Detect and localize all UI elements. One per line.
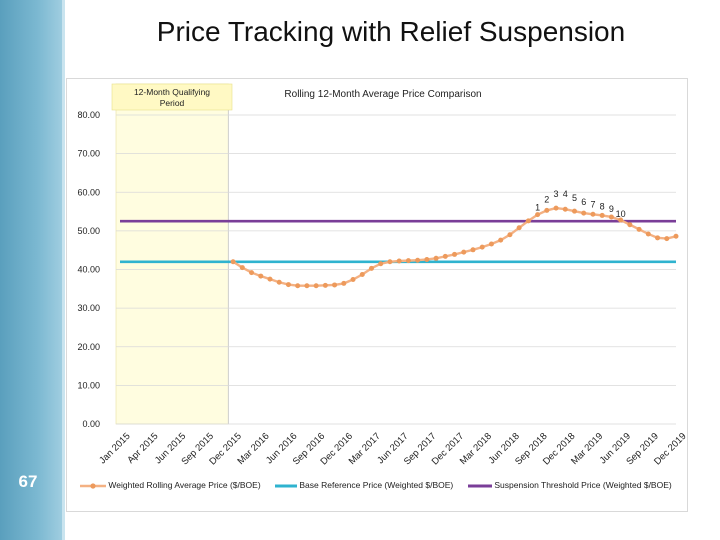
y-tick-label: 10.00	[77, 380, 100, 390]
point-number-label: 3	[554, 189, 559, 199]
legend-threshold: Suspension Threshold Price (Weighted $/B…	[468, 480, 672, 491]
weighted-average-point	[230, 259, 236, 265]
weighted-average-point	[332, 282, 338, 288]
weighted-average-point	[442, 253, 448, 259]
weighted-average-point	[627, 222, 633, 228]
weighted-average-point	[350, 277, 356, 283]
legend-threshold-label: Suspension Threshold Price (Weighted $/B…	[494, 480, 672, 490]
weighted-average-point	[313, 283, 319, 289]
point-number-label: 6	[581, 197, 586, 207]
point-number-label: 8	[600, 201, 605, 211]
weighted-average-point	[276, 279, 282, 285]
weighted-average-point	[405, 258, 411, 264]
legend-threshold-swatch	[468, 484, 492, 488]
weighted-average-point	[664, 236, 670, 242]
legend-base-swatch	[275, 484, 297, 488]
qualifying-period-shading	[115, 83, 229, 425]
weighted-average-point	[239, 265, 245, 271]
weighted-average-point	[322, 282, 328, 288]
y-tick-label: 40.00	[77, 265, 100, 275]
y-tick-label: 20.00	[77, 342, 100, 352]
weighted-average-point	[479, 244, 485, 250]
point-number-label: 7	[590, 199, 595, 209]
weighted-average-point	[608, 214, 614, 220]
weighted-average-point	[581, 210, 587, 216]
sidebar-edge	[62, 0, 65, 540]
weighted-average-point	[535, 212, 541, 218]
weighted-average-point	[562, 206, 568, 212]
weighted-average-point	[498, 237, 504, 243]
legend-base: Base Reference Price (Weighted $/BOE)	[275, 480, 453, 491]
slide-title: Price Tracking with Relief Suspension	[156, 16, 626, 47]
legend-base-label: Base Reference Price (Weighted $/BOE)	[299, 480, 454, 490]
point-number-label: 10	[616, 209, 626, 219]
weighted-average-point	[304, 283, 310, 289]
weighted-average-point	[544, 207, 550, 213]
weighted-average-point	[525, 218, 531, 224]
point-number-label: 5	[572, 193, 577, 203]
weighted-average-point	[295, 283, 301, 289]
weighted-average-point	[424, 256, 430, 262]
weighted-average-point	[571, 208, 577, 214]
weighted-average-point	[673, 233, 679, 239]
weighted-average-point	[553, 205, 559, 211]
weighted-average-point	[516, 225, 522, 231]
weighted-average-point	[341, 280, 347, 286]
weighted-average-point	[415, 257, 421, 263]
weighted-average-point	[636, 226, 642, 232]
weighted-average-point	[359, 272, 365, 278]
y-tick-label: 50.00	[77, 226, 100, 236]
weighted-average-point	[249, 270, 255, 276]
qualifying-period-label: 12-Month Qualifying	[134, 87, 210, 97]
point-number-label: 1	[535, 203, 540, 213]
qualifying-period-label: Period	[160, 98, 185, 108]
point-number-label: 9	[609, 204, 614, 214]
point-number-label: 2	[544, 194, 549, 204]
point-number-label: 4	[563, 189, 568, 199]
weighted-average-point	[488, 241, 494, 247]
y-tick-label: 30.00	[77, 303, 100, 313]
qualifying-period-box	[111, 83, 233, 111]
weighted-average-point	[396, 258, 402, 264]
legend-weighted-label: Weighted Rolling Average Price ($/BOE)	[108, 480, 261, 490]
weighted-average-point	[452, 251, 458, 257]
weighted-average-point	[590, 211, 596, 217]
y-tick-label: 70.00	[77, 149, 100, 159]
legend-weighted: Weighted Rolling Average Price ($/BOE)	[80, 480, 261, 491]
y-tick-label: 60.00	[77, 187, 100, 197]
weighted-average-point	[368, 265, 374, 271]
slide-sidebar	[0, 0, 62, 540]
weighted-average-point	[599, 212, 605, 218]
weighted-average-point	[507, 232, 513, 238]
weighted-average-point	[285, 282, 291, 288]
weighted-average-point	[258, 273, 264, 279]
weighted-average-point	[645, 231, 651, 237]
weighted-average-point	[470, 247, 476, 253]
weighted-average-point	[267, 276, 273, 282]
y-tick-label: 0.00	[82, 419, 100, 429]
legend-weighted-swatch	[80, 483, 106, 489]
weighted-average-point	[433, 255, 439, 261]
weighted-average-line	[232, 206, 677, 287]
weighted-average-point	[378, 261, 384, 267]
weighted-average-point	[461, 249, 467, 255]
weighted-average-point	[618, 217, 624, 223]
page-number: 67	[18, 472, 38, 491]
chart-title: Rolling 12-Month Average Price Compariso…	[284, 89, 481, 100]
weighted-average-point	[387, 259, 393, 265]
y-tick-label: 80.00	[77, 110, 100, 120]
weighted-average-point	[655, 235, 661, 241]
